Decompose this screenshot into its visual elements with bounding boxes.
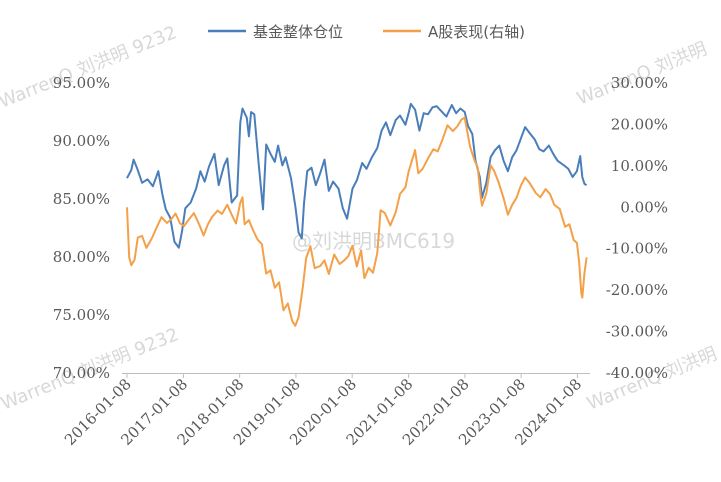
right-tick-label: -30.00% <box>606 323 668 341</box>
right-tick-label: 20.00% <box>611 115 668 133</box>
series-line-a-share <box>126 116 588 327</box>
legend-label-a-share: A股表现(右轴) <box>428 23 525 41</box>
legend-label-fund-position: 基金整体仓位 <box>253 23 343 41</box>
right-axis-ticks: 30.00% 20.00% 10.00% 0.00% -10.00% -20.00% -30… <box>606 74 668 382</box>
left-tick-label: 95.00% <box>53 74 110 92</box>
legend: 基金整体仓位 A股表现(右轴) <box>208 23 525 41</box>
left-tick-label: 85.00% <box>53 190 110 208</box>
watermark-top-left: WarrenQ 刘洪明 9232 <box>0 22 180 113</box>
right-tick-label: -40.00% <box>606 364 668 382</box>
series-layer <box>126 102 588 327</box>
x-axis-ticks: 2016-01-082017-01-082018-01-082019-01-08… <box>61 373 585 449</box>
right-tick-label: 10.00% <box>611 157 668 175</box>
left-tick-label: 90.00% <box>53 132 110 150</box>
right-tick-label: 0.00% <box>620 198 668 216</box>
right-tick-label: -10.00% <box>606 240 668 258</box>
left-tick-label: 80.00% <box>53 248 110 266</box>
right-tick-label: -20.00% <box>606 281 668 299</box>
left-tick-label: 75.00% <box>53 306 110 324</box>
series-line-fund-position <box>126 102 588 249</box>
right-tick-label: 30.00% <box>611 74 668 92</box>
left-axis-ticks: 95.00% 90.00% 85.00% 80.00% 75.00% 70.00% <box>53 74 110 382</box>
left-tick-label: 70.00% <box>53 364 110 382</box>
watermark-center: @刘洪明BMC619 <box>292 229 455 253</box>
